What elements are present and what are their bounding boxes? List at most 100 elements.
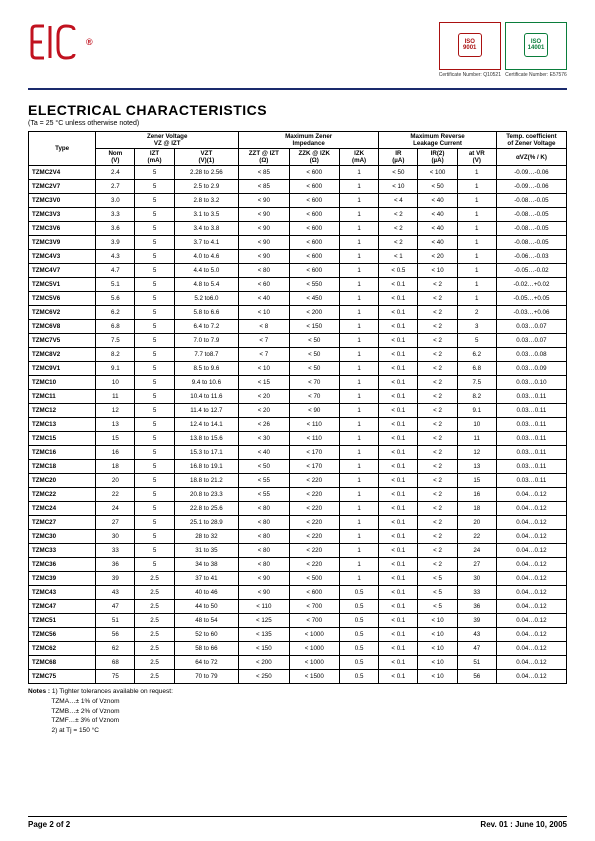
cell: 0.03…0.11 bbox=[496, 432, 566, 446]
cell: 1 bbox=[339, 278, 378, 292]
cell: 1 bbox=[339, 376, 378, 390]
cell: < 0.1 bbox=[379, 418, 418, 432]
cell: < 80 bbox=[239, 516, 289, 530]
cell: < 40 bbox=[418, 236, 457, 250]
cert1-note: Certificate Number: Q10521 bbox=[439, 72, 501, 78]
table-row: TZMC8V28.257.7 to8.7< 7< 501< 0.1< 26.20… bbox=[29, 348, 567, 362]
cell: < 90 bbox=[289, 404, 339, 418]
cell: < 10 bbox=[418, 670, 457, 684]
cell: 2.5 bbox=[135, 628, 174, 642]
cell: < 600 bbox=[289, 222, 339, 236]
registered-mark: ® bbox=[86, 37, 93, 47]
cell: < 2 bbox=[418, 278, 457, 292]
cell: 0.03…0.07 bbox=[496, 320, 566, 334]
cell: 5 bbox=[135, 334, 174, 348]
cell: 1 bbox=[339, 362, 378, 376]
cell: 1 bbox=[339, 418, 378, 432]
note-1b: TZMB…± 2% of Vznom bbox=[51, 708, 119, 715]
cell: 1 bbox=[339, 460, 378, 474]
cell: < 2 bbox=[418, 502, 457, 516]
cell: TZMC75 bbox=[29, 670, 96, 684]
cell: 28 to 32 bbox=[174, 530, 238, 544]
cell: 1 bbox=[339, 236, 378, 250]
table-row: TZMC2424522.8 to 25.6< 80< 2201< 0.1< 21… bbox=[29, 502, 567, 516]
cell: < 220 bbox=[289, 558, 339, 572]
cell: 70 to 79 bbox=[174, 670, 238, 684]
cell: 24 bbox=[96, 502, 135, 516]
table-row: TZMC1212511.4 to 12.7< 20< 901< 0.1< 29.… bbox=[29, 404, 567, 418]
note-1c: TZMF…± 3% of Vznom bbox=[51, 717, 119, 724]
cell: 27 bbox=[96, 516, 135, 530]
cell: 22.8 to 25.6 bbox=[174, 502, 238, 516]
cell: 5 bbox=[135, 264, 174, 278]
cell: 0.03…0.11 bbox=[496, 446, 566, 460]
cell: 5 bbox=[135, 530, 174, 544]
cell: 0.04…0.12 bbox=[496, 600, 566, 614]
cell: TZMC18 bbox=[29, 460, 96, 474]
company-logo: ® bbox=[28, 22, 93, 62]
cell: 0.04…0.12 bbox=[496, 614, 566, 628]
cell: < 0.1 bbox=[379, 628, 418, 642]
cell: 1 bbox=[339, 264, 378, 278]
cell: 10.4 to 11.6 bbox=[174, 390, 238, 404]
cell: 1 bbox=[457, 250, 496, 264]
cell: 0.5 bbox=[339, 614, 378, 628]
table-row: TZMC5V65.655.2 to6.0< 40< 4501< 0.1< 21-… bbox=[29, 292, 567, 306]
cell: < 110 bbox=[289, 432, 339, 446]
cell: < 20 bbox=[418, 250, 457, 264]
iso9001-label: ISO 9001 bbox=[458, 33, 482, 57]
cell: < 0.1 bbox=[379, 530, 418, 544]
cell: TZMC68 bbox=[29, 656, 96, 670]
cell: 0.03…0.11 bbox=[496, 390, 566, 404]
cell: 1 bbox=[339, 446, 378, 460]
col-nom: Nom(V) bbox=[96, 149, 135, 166]
cell: 5 bbox=[135, 544, 174, 558]
note-1a: TZMA…± 1% of Vznom bbox=[51, 698, 119, 705]
table-row: TZMC2V72.752.5 to 2.9< 85< 6001< 10< 501… bbox=[29, 180, 567, 194]
cell: 1 bbox=[339, 502, 378, 516]
cell: 1 bbox=[339, 250, 378, 264]
cell: 2.28 to 2.56 bbox=[174, 166, 238, 180]
table-row: TZMC47472.544 to 50< 110< 7000.5< 0.1< 5… bbox=[29, 600, 567, 614]
table-row: TZMC3V03.052.8 to 3.2< 90< 6001< 4< 401-… bbox=[29, 194, 567, 208]
cell: < 40 bbox=[418, 208, 457, 222]
table-row: TZMC62622.558 to 66< 150< 10000.5< 0.1< … bbox=[29, 642, 567, 656]
iso14001-badge: ISO 14001 bbox=[505, 22, 567, 70]
cell: 0.04…0.12 bbox=[496, 502, 566, 516]
cell: 5 bbox=[135, 516, 174, 530]
cell: < 2 bbox=[418, 292, 457, 306]
cell: 36 bbox=[457, 600, 496, 614]
cell: TZMC30 bbox=[29, 530, 96, 544]
cell: 0.03…0.07 bbox=[496, 334, 566, 348]
cell: < 40 bbox=[239, 292, 289, 306]
cell: < 0.1 bbox=[379, 488, 418, 502]
cell: TZMC3V0 bbox=[29, 194, 96, 208]
table-row: TZMC75752.570 to 79< 250< 15000.5< 0.1< … bbox=[29, 670, 567, 684]
cell: < 1000 bbox=[289, 628, 339, 642]
cell: -0.03…+0.06 bbox=[496, 306, 566, 320]
table-row: TZMC6V26.255.8 to 6.6< 10< 2001< 0.1< 22… bbox=[29, 306, 567, 320]
cell: TZMC10 bbox=[29, 376, 96, 390]
cell: 1 bbox=[339, 474, 378, 488]
cell: < 26 bbox=[239, 418, 289, 432]
cell: 20 bbox=[457, 516, 496, 530]
cell: < 90 bbox=[239, 208, 289, 222]
cell: < 8 bbox=[239, 320, 289, 334]
cell: < 5 bbox=[418, 586, 457, 600]
cell: 5 bbox=[135, 376, 174, 390]
cell: < 2 bbox=[418, 306, 457, 320]
cell: TZMC5V1 bbox=[29, 278, 96, 292]
cell: < 10 bbox=[239, 306, 289, 320]
cell: TZMC47 bbox=[29, 600, 96, 614]
cell: 0.04…0.12 bbox=[496, 544, 566, 558]
cell: < 10 bbox=[418, 264, 457, 278]
cell: 10 bbox=[457, 418, 496, 432]
table-row: TZMC2V42.452.28 to 2.56< 85< 6001< 50< 1… bbox=[29, 166, 567, 180]
cell: 7.7 to8.7 bbox=[174, 348, 238, 362]
cell: < 2 bbox=[379, 208, 418, 222]
cell: < 80 bbox=[239, 264, 289, 278]
cell: 4.7 bbox=[96, 264, 135, 278]
cell: < 10 bbox=[379, 180, 418, 194]
cell: < 2 bbox=[418, 390, 457, 404]
col-type: Type bbox=[29, 132, 96, 166]
